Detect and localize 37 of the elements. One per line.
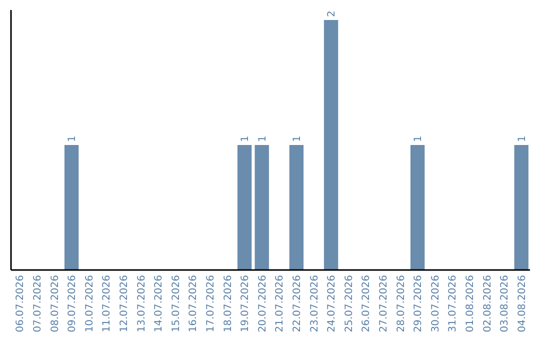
x-tick-label: 02.08.2026 bbox=[482, 275, 494, 332]
x-tick-label: 29.07.2026 bbox=[413, 275, 424, 332]
x-tick-label: 24.07.2026 bbox=[326, 275, 338, 332]
x-tick-label: 11.07.2026 bbox=[102, 275, 113, 332]
x-tick-label: 26.07.2026 bbox=[361, 275, 372, 332]
x-tick-label: 23.07.2026 bbox=[309, 275, 320, 332]
data-label: 1 bbox=[516, 136, 528, 142]
x-tick-label: 16.07.2026 bbox=[188, 275, 200, 332]
data-label: 1 bbox=[413, 136, 424, 142]
x-tick-label: 04.08.2026 bbox=[516, 275, 528, 332]
x-tick-label: 19.07.2026 bbox=[240, 275, 252, 332]
x-tick-label: 22.07.2026 bbox=[292, 275, 303, 332]
x-tick-label: 03.08.2026 bbox=[500, 275, 511, 332]
data-label: 1 bbox=[240, 136, 252, 142]
x-tick-label: 17.07.2026 bbox=[205, 275, 216, 332]
x-tick-label: 07.07.2026 bbox=[32, 275, 44, 332]
x-tick-label: 25.07.2026 bbox=[344, 275, 355, 332]
x-tick-label: 28.07.2026 bbox=[396, 275, 407, 332]
x-tick-label: 13.07.2026 bbox=[136, 275, 148, 332]
x-tick-label: 06.07.2026 bbox=[15, 275, 26, 332]
x-tick-label: 15.07.2026 bbox=[170, 275, 182, 332]
data-label: 1 bbox=[292, 136, 303, 142]
x-tick-label: 01.08.2026 bbox=[464, 275, 476, 332]
x-tick-label: 14.07.2026 bbox=[154, 275, 165, 332]
data-label: 2 bbox=[326, 10, 338, 17]
x-tick-label: 12.07.2026 bbox=[118, 275, 130, 332]
data-label: 1 bbox=[67, 136, 78, 142]
data-label: 1 bbox=[257, 136, 268, 142]
x-tick-label: 27.07.2026 bbox=[378, 275, 390, 332]
x-tick-label: 20.07.2026 bbox=[257, 275, 268, 332]
x-tick-label: 09.07.2026 bbox=[67, 275, 78, 332]
x-tick-label: 31.07.2026 bbox=[448, 275, 459, 332]
x-tick-label: 08.07.2026 bbox=[50, 275, 61, 332]
x-tick-label: 30.07.2026 bbox=[430, 275, 442, 332]
x-tick-label: 10.07.2026 bbox=[84, 275, 96, 332]
x-tick-label: 18.07.2026 bbox=[222, 275, 234, 332]
x-tick-label: 21.07.2026 bbox=[274, 275, 286, 332]
